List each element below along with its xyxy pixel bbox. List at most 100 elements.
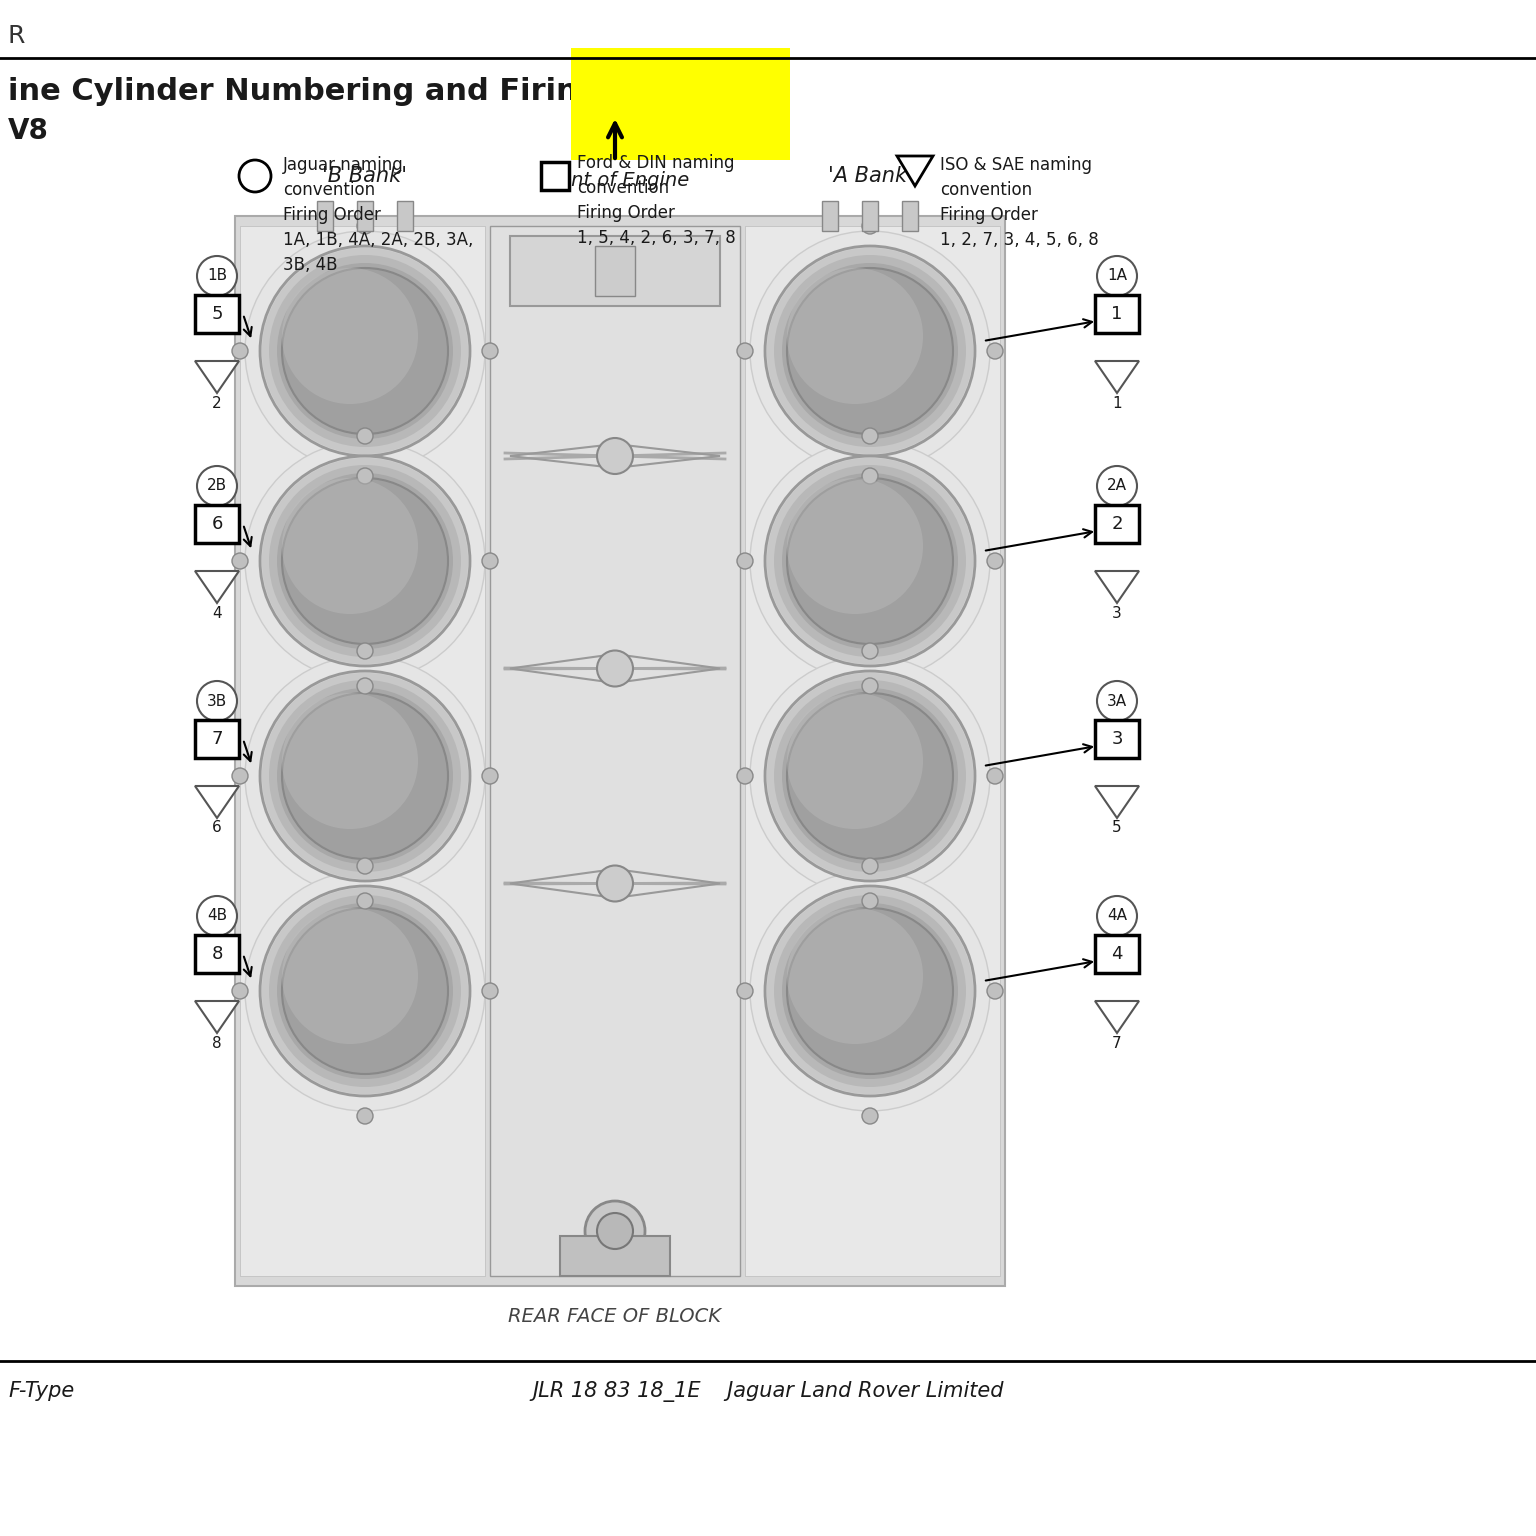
Circle shape <box>197 465 237 505</box>
Text: 2A: 2A <box>1107 479 1127 493</box>
Circle shape <box>276 473 453 650</box>
Circle shape <box>269 255 461 447</box>
Text: 5: 5 <box>1112 820 1121 836</box>
Circle shape <box>240 160 270 192</box>
Bar <box>902 201 919 230</box>
Circle shape <box>862 218 879 233</box>
Circle shape <box>482 983 498 998</box>
Text: F-Type: F-Type <box>8 1381 74 1401</box>
Circle shape <box>585 1201 645 1261</box>
Circle shape <box>765 456 975 667</box>
Circle shape <box>232 343 247 359</box>
Text: JLR 18 83 18_1E    Jaguar Land Rover Limited: JLR 18 83 18_1E Jaguar Land Rover Limite… <box>533 1381 1003 1401</box>
Circle shape <box>786 908 952 1074</box>
Bar <box>195 935 240 972</box>
Circle shape <box>246 230 485 472</box>
Circle shape <box>1097 257 1137 296</box>
Circle shape <box>774 680 966 872</box>
Circle shape <box>598 438 633 475</box>
Circle shape <box>263 888 468 1094</box>
Circle shape <box>276 263 453 439</box>
Circle shape <box>862 1107 879 1124</box>
Circle shape <box>765 671 975 882</box>
Circle shape <box>356 859 373 874</box>
Bar <box>745 226 1000 1276</box>
Bar <box>822 201 839 230</box>
Text: 1A: 1A <box>1107 269 1127 284</box>
Text: 3: 3 <box>1112 605 1121 621</box>
Bar <box>862 201 879 230</box>
Circle shape <box>737 553 753 568</box>
Circle shape <box>197 895 237 935</box>
Text: 3: 3 <box>1111 730 1123 748</box>
Text: 2: 2 <box>212 395 221 410</box>
Circle shape <box>782 688 958 863</box>
Text: 6: 6 <box>212 515 223 533</box>
Circle shape <box>232 983 247 998</box>
Circle shape <box>283 267 449 435</box>
Circle shape <box>766 247 972 455</box>
Circle shape <box>356 218 373 233</box>
Text: 4A: 4A <box>1107 908 1127 923</box>
Circle shape <box>988 983 1003 998</box>
Bar <box>1095 505 1140 544</box>
Circle shape <box>988 343 1003 359</box>
Bar <box>195 720 240 757</box>
Circle shape <box>263 673 468 879</box>
Text: 3A: 3A <box>1107 693 1127 708</box>
Circle shape <box>782 473 958 650</box>
Circle shape <box>283 908 449 1074</box>
Text: 4: 4 <box>212 605 221 621</box>
Circle shape <box>197 257 237 296</box>
Circle shape <box>786 693 952 859</box>
Polygon shape <box>1095 1001 1140 1034</box>
Bar <box>356 201 373 230</box>
Circle shape <box>750 441 991 680</box>
Circle shape <box>283 478 449 644</box>
Circle shape <box>1097 895 1137 935</box>
Circle shape <box>232 553 247 568</box>
Text: 5: 5 <box>212 306 223 323</box>
Text: 4B: 4B <box>207 908 227 923</box>
Circle shape <box>1097 680 1137 720</box>
Circle shape <box>750 871 991 1111</box>
Circle shape <box>774 255 966 447</box>
Circle shape <box>786 267 952 435</box>
Circle shape <box>988 768 1003 783</box>
Circle shape <box>482 553 498 568</box>
Text: Ford & DIN naming
convention
Firing Order
1, 5, 4, 2, 6, 3, 7, 8: Ford & DIN naming convention Firing Orde… <box>578 154 736 247</box>
Circle shape <box>246 441 485 680</box>
Circle shape <box>1097 465 1137 505</box>
Polygon shape <box>1095 361 1140 393</box>
Polygon shape <box>1095 786 1140 819</box>
Bar <box>561 1236 670 1276</box>
Text: 7: 7 <box>1112 1035 1121 1051</box>
Circle shape <box>283 693 418 829</box>
Polygon shape <box>195 1001 240 1034</box>
Circle shape <box>766 888 972 1094</box>
Circle shape <box>356 1107 373 1124</box>
Bar <box>541 161 568 190</box>
Circle shape <box>356 677 373 694</box>
Text: 6: 6 <box>212 820 221 836</box>
Text: Jaguar naming
convention
Firing Order
1A, 1B, 4A, 2A, 2B, 3A,
3B, 4B: Jaguar naming convention Firing Order 1A… <box>283 157 473 273</box>
Text: Front of Engine: Front of Engine <box>541 170 690 190</box>
Text: ISO & SAE naming
convention
Firing Order
1, 2, 7, 3, 4, 5, 6, 8: ISO & SAE naming convention Firing Order… <box>940 157 1098 249</box>
Circle shape <box>750 656 991 895</box>
Circle shape <box>862 468 879 484</box>
Circle shape <box>283 693 449 859</box>
Circle shape <box>988 553 1003 568</box>
Circle shape <box>766 458 972 664</box>
Circle shape <box>737 768 753 783</box>
Circle shape <box>765 886 975 1097</box>
Bar <box>235 217 1005 1286</box>
Circle shape <box>246 871 485 1111</box>
Circle shape <box>269 465 461 657</box>
Circle shape <box>598 651 633 687</box>
Circle shape <box>782 263 958 439</box>
Polygon shape <box>195 786 240 819</box>
Circle shape <box>862 644 879 659</box>
FancyBboxPatch shape <box>571 48 790 160</box>
Polygon shape <box>195 571 240 604</box>
Circle shape <box>283 908 418 1044</box>
